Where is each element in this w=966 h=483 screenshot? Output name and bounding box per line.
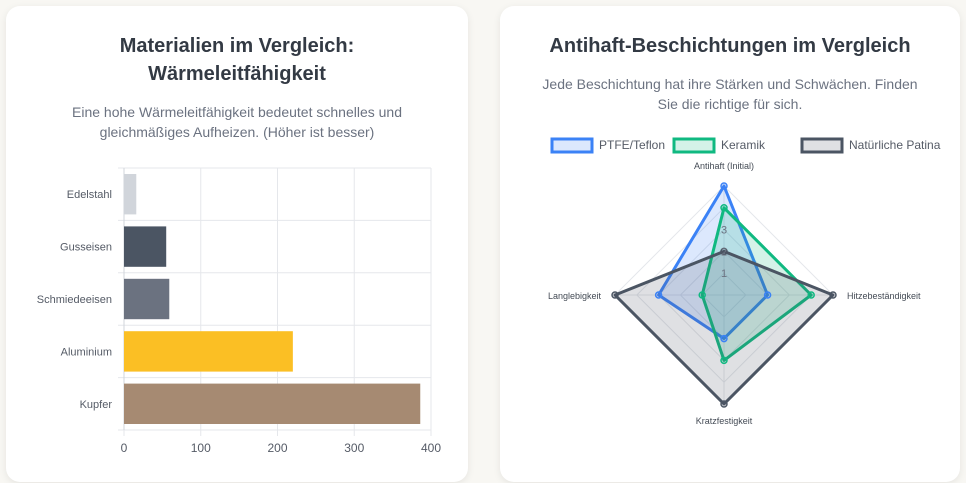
radar-point [763, 291, 772, 299]
bar-schmiedeeisen [124, 278, 170, 320]
legend-item-0: PTFE/Teflon [550, 137, 665, 154]
radar-series-2 [613, 249, 835, 406]
conductivity-subtitle-line1: Eine hohe Wärmeleitfähigkeit bedeutet sc… [72, 104, 402, 120]
category-label: Kupfer [80, 399, 113, 411]
radar-axis-label: Antihaft (Initial) [694, 161, 754, 171]
radar-series-1 [700, 206, 813, 362]
category-label: Aluminium [61, 346, 112, 358]
category-label: Gusseisen [60, 242, 112, 254]
x-tick-label: 0 [121, 441, 128, 455]
radar-series-0 [657, 184, 770, 341]
bar-aluminium [124, 331, 293, 372]
conductivity-bar-chart: Edelstahl Gusseisen Schmiedeeisen Aluminium… [37, 167, 441, 455]
radar-point [720, 334, 728, 343]
coating-subtitle-line2: Sie die richtige für sich. [657, 96, 803, 112]
radar-point [720, 400, 728, 408]
radar-axis-label: Kratzfestigkeit [696, 416, 753, 426]
bar-kupfer [124, 383, 421, 424]
legend-swatch [672, 137, 716, 154]
category-label: Schmiedeeisen [37, 294, 112, 306]
coating-card: Antihaft-Beschichtungen im Vergleich Jed… [500, 6, 960, 482]
legend-label: Natürliche Patina [849, 138, 941, 152]
conductivity-title-line1: Materialien im Vergleich: [119, 35, 355, 57]
legend-swatch [800, 137, 844, 154]
coating-radar-chart: PTFE/Teflon Keramik Natürliche Patina 1 2 3 An… [548, 137, 941, 426]
radar-point [829, 291, 837, 299]
radar-tick-label: 1 [721, 268, 727, 280]
legend-item-1: Keramik [672, 137, 766, 154]
x-tick-label: 300 [344, 441, 364, 455]
coating-title: Antihaft-Beschichtungen im Vergleich [549, 35, 911, 57]
category-label: Edelstahl [67, 189, 112, 201]
coating-subtitle-line1: Jede Beschichtung hat ihre Stärken und S… [542, 76, 918, 92]
bar-gusseisen [124, 226, 167, 267]
legend-label: PTFE/Teflon [599, 138, 665, 152]
radar-point [807, 291, 815, 299]
bar-edelstahl [124, 174, 137, 215]
radar-point [720, 356, 728, 365]
x-tick-label: 400 [421, 441, 441, 455]
conductivity-card: Materialien im Vergleich: Wärmeleitfähig… [6, 6, 468, 482]
radar-tick-label: 2 [721, 246, 727, 258]
radar-axis-label: Langlebigkeit [548, 291, 602, 301]
radar-point [698, 291, 706, 299]
conductivity-title-line2: Wärmeleitfähigkeit [148, 63, 326, 85]
radar-point [720, 247, 728, 256]
conductivity-subtitle-line2: gleichmäßiges Aufheizen. (Höher ist bess… [99, 124, 375, 140]
radar-point [611, 291, 619, 299]
radar-point [720, 182, 728, 190]
radar-point [654, 291, 663, 299]
x-tick-label: 200 [267, 441, 287, 455]
radar-point [720, 204, 728, 212]
radar-axis-label: Hitzebeständigkeit [847, 291, 921, 301]
legend-swatch [550, 137, 594, 154]
x-tick-label: 100 [191, 441, 211, 455]
legend-label: Keramik [721, 138, 766, 152]
legend-item-2: Natürliche Patina [800, 137, 941, 154]
radar-tick-label: 3 [721, 225, 727, 237]
